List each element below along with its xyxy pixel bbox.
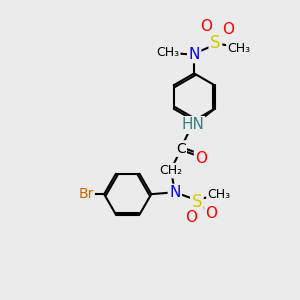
Text: CH₃: CH₃ (227, 42, 250, 55)
Text: S: S (192, 193, 202, 211)
Text: O: O (223, 22, 235, 37)
Text: O: O (200, 19, 212, 34)
Text: N: N (188, 47, 200, 62)
Text: Br: Br (78, 187, 94, 201)
Text: O: O (195, 151, 207, 166)
Text: C: C (176, 142, 186, 155)
Text: S: S (210, 34, 220, 52)
Text: CH₃: CH₃ (156, 46, 179, 59)
Text: O: O (185, 210, 197, 225)
Text: CH₂: CH₂ (159, 164, 182, 177)
Text: HN: HN (181, 118, 204, 133)
Text: CH₃: CH₃ (207, 188, 230, 201)
Text: O: O (206, 206, 218, 221)
Text: N: N (169, 185, 181, 200)
